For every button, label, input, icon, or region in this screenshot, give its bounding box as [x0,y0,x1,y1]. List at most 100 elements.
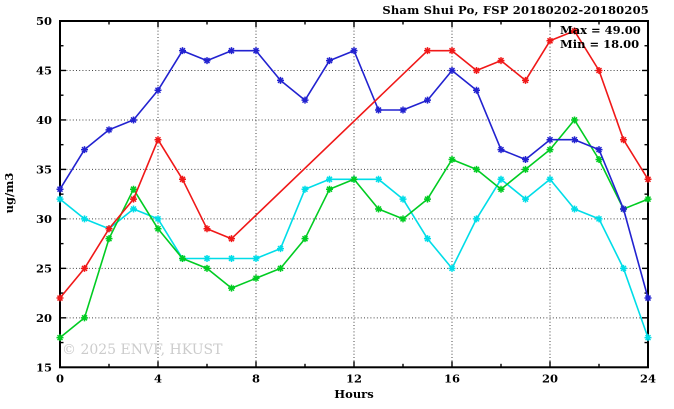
green-line-marker [277,264,284,272]
x-tick-label: 12 [346,372,362,386]
green-line-marker [595,156,603,164]
x-tick-label: 8 [252,372,260,386]
y-tick-label: 15 [36,360,52,374]
green-line-marker [252,274,260,282]
cyan-line-marker [228,254,235,262]
blue-line-marker [350,47,358,55]
green-line-marker [424,195,431,203]
green-line-marker [228,284,235,292]
blue-line-marker [644,294,652,302]
y-tick-label: 20 [36,311,52,325]
x-axis-label: Hours [334,387,374,401]
blue-line-marker [81,146,88,154]
blue-line-marker [595,146,603,154]
cyan-line-marker [130,205,137,213]
red-line-marker [571,27,578,35]
blue-line-marker [228,47,235,55]
blue-line-marker [399,106,407,114]
red-line-marker [595,66,603,74]
green-line-marker [546,146,554,154]
cyan-line-marker [81,215,88,223]
cyan-line-marker [448,264,456,272]
blue-line-marker [203,57,211,65]
y-tick-label: 45 [36,63,52,77]
y-tick-label: 40 [36,113,52,127]
green-line-marker [448,156,456,164]
red-line-marker [56,294,64,302]
blue-line-marker [130,116,137,124]
max-value-label: Max = 49.00 [560,23,641,37]
green-line-marker [105,235,113,243]
red-line-marker [130,195,137,203]
red-line-marker [154,136,162,144]
green-line-marker [81,314,88,322]
green-line-marker [301,235,309,243]
green-line-marker [473,165,480,173]
red-line-marker [473,66,480,74]
y-axis-label: ug/m3 [2,172,16,214]
blue-line-marker [620,205,627,213]
red-line-marker [179,175,186,183]
blue-line-marker [375,106,382,114]
blue-line-marker [252,47,260,55]
cyan-line-marker [473,215,480,223]
min-value-label: Min = 18.00 [560,37,640,51]
cyan-line-marker [252,254,260,262]
y-tick-label: 50 [36,14,52,28]
max-min-annotation: Max = 49.00 Min = 18.00 [560,23,641,51]
red-line-marker [228,235,235,243]
cyan-line-marker [546,175,554,183]
green-line-marker [179,254,186,262]
blue-line [59,49,649,299]
blue-line-marker [424,96,431,104]
cyan-line-marker [620,264,627,272]
green-line-marker [154,225,162,233]
cyan-line-marker [595,215,603,223]
x-tick-label: 16 [444,372,460,386]
cyan-line-marker [326,175,333,183]
red-line-marker [546,37,554,45]
blue-line-marker [179,47,186,55]
blue-line-marker [473,86,480,94]
red-line-marker [620,136,627,144]
cyan-line-marker [522,195,529,203]
green-line-marker [571,116,578,124]
red-line-marker [424,47,431,55]
red-line-marker [522,76,529,84]
blue-line-marker [277,76,284,84]
x-tick-label: 20 [542,372,558,386]
blue-line-marker [56,185,64,193]
cyan-line-marker [497,175,505,183]
cyan-line-marker [399,195,407,203]
cyan-line-marker [644,334,652,342]
blue-line-marker [546,136,554,144]
blue-line-marker [301,96,309,104]
blue-line-marker [522,156,529,164]
cyan-line-marker [203,254,211,262]
green-line-marker [644,195,652,203]
blue-line-marker [105,126,113,134]
cyan-line-marker [277,245,284,253]
blue-line-marker [326,57,333,65]
green-line-marker [203,264,211,272]
blue-line-marker [448,66,456,74]
blue-line-marker [154,86,162,94]
cyan-line-marker [424,235,431,243]
red-line-marker [203,225,211,233]
cyan-line-marker [154,215,162,223]
cyan-line-marker [571,205,578,213]
green-line-marker [522,165,529,173]
green-line-marker [399,215,407,223]
cyan-line-marker [301,185,309,193]
blue-line-marker [571,136,578,144]
cyan-line-marker [56,195,64,203]
cyan-line-marker [375,175,382,183]
red-line [59,30,649,299]
red-line-marker [105,225,113,233]
blue-line-marker [497,146,505,154]
green-line-marker [326,185,333,193]
green-line-marker [497,185,505,193]
green-line-marker [56,334,64,342]
green-line-marker [130,185,137,193]
